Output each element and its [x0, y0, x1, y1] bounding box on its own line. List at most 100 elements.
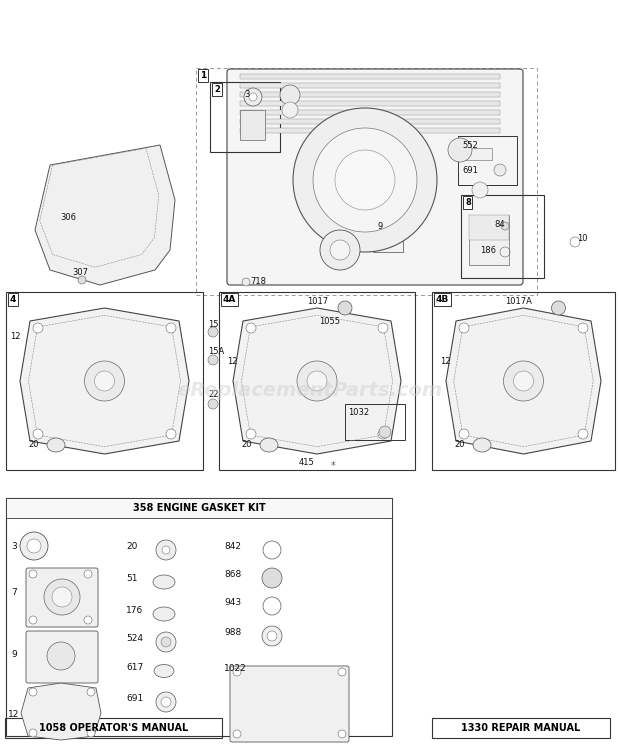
Bar: [240, 128, 500, 133]
Bar: [210, 82, 280, 152]
Circle shape: [513, 371, 533, 391]
Text: 1022: 1022: [224, 664, 247, 673]
Circle shape: [249, 93, 257, 101]
Text: eReplacementParts.com: eReplacementParts.com: [177, 380, 443, 400]
Circle shape: [280, 85, 300, 105]
Circle shape: [263, 597, 281, 615]
Text: 8: 8: [465, 198, 471, 207]
Circle shape: [330, 240, 350, 260]
Circle shape: [552, 301, 565, 315]
Bar: [458, 136, 517, 185]
Bar: [6, 498, 392, 518]
Text: *: *: [331, 461, 336, 471]
Circle shape: [156, 632, 176, 652]
Text: 12: 12: [440, 357, 451, 366]
Circle shape: [233, 730, 241, 738]
Text: 718: 718: [250, 277, 266, 286]
Circle shape: [87, 688, 95, 696]
Circle shape: [161, 697, 171, 707]
Text: 20: 20: [241, 440, 252, 449]
Text: 7: 7: [11, 588, 17, 597]
Circle shape: [263, 541, 281, 559]
Circle shape: [208, 327, 218, 337]
Ellipse shape: [154, 664, 174, 678]
Text: 524: 524: [126, 634, 143, 643]
Bar: [432, 718, 610, 738]
Circle shape: [320, 230, 360, 270]
Text: 415: 415: [299, 458, 315, 467]
Circle shape: [282, 102, 298, 118]
Ellipse shape: [153, 607, 175, 621]
Circle shape: [27, 539, 41, 553]
Circle shape: [233, 668, 241, 676]
Text: 691: 691: [126, 694, 143, 703]
Text: 943: 943: [224, 598, 241, 607]
Text: 1017A: 1017A: [505, 297, 533, 306]
Text: 9: 9: [378, 222, 383, 231]
Text: 51: 51: [126, 574, 138, 583]
Circle shape: [208, 399, 218, 409]
Bar: [240, 74, 500, 79]
Text: 4A: 4A: [223, 295, 236, 304]
Circle shape: [297, 361, 337, 401]
Circle shape: [161, 637, 171, 647]
Text: 1: 1: [200, 71, 206, 80]
Text: 84: 84: [494, 220, 505, 229]
Circle shape: [29, 570, 37, 578]
Text: 552: 552: [462, 141, 478, 150]
Circle shape: [208, 355, 218, 365]
Circle shape: [262, 568, 282, 588]
Polygon shape: [21, 683, 101, 740]
Circle shape: [338, 301, 352, 315]
Text: 306: 306: [60, 213, 76, 222]
Circle shape: [87, 729, 95, 737]
Bar: [240, 92, 500, 97]
Text: 176: 176: [126, 606, 143, 615]
Bar: [432, 292, 615, 470]
Circle shape: [267, 631, 277, 641]
Circle shape: [156, 692, 176, 712]
Text: 3: 3: [11, 542, 17, 551]
Bar: [345, 404, 405, 440]
Circle shape: [307, 371, 327, 391]
Text: 20: 20: [126, 542, 138, 551]
Circle shape: [166, 323, 176, 333]
FancyBboxPatch shape: [227, 69, 523, 285]
Circle shape: [84, 570, 92, 578]
Circle shape: [459, 323, 469, 333]
Ellipse shape: [260, 438, 278, 452]
Circle shape: [52, 587, 72, 607]
Text: 2: 2: [214, 85, 220, 94]
Text: 186: 186: [480, 246, 496, 255]
Text: 4B: 4B: [436, 295, 449, 304]
Text: 3: 3: [244, 90, 249, 99]
Text: 15: 15: [208, 320, 218, 329]
Circle shape: [44, 579, 80, 615]
Bar: [462, 148, 492, 160]
Circle shape: [33, 323, 43, 333]
Circle shape: [459, 429, 469, 439]
Circle shape: [244, 88, 262, 106]
Circle shape: [242, 278, 250, 286]
Bar: [469, 215, 509, 240]
Polygon shape: [233, 308, 401, 454]
Text: 9: 9: [11, 650, 17, 659]
Circle shape: [378, 323, 388, 333]
Bar: [240, 83, 500, 88]
Text: 842: 842: [224, 542, 241, 551]
Ellipse shape: [473, 438, 491, 452]
Bar: [240, 119, 500, 124]
Text: 988: 988: [224, 628, 241, 637]
Circle shape: [33, 429, 43, 439]
Bar: [196, 68, 537, 295]
Bar: [219, 292, 415, 470]
Bar: [240, 110, 500, 115]
Text: 20: 20: [28, 440, 38, 449]
Circle shape: [94, 371, 115, 391]
Circle shape: [262, 626, 282, 646]
Text: 12: 12: [10, 332, 20, 341]
Circle shape: [472, 182, 488, 198]
Text: 1330 REPAIR MANUAL: 1330 REPAIR MANUAL: [461, 723, 580, 733]
Text: 1017: 1017: [307, 297, 328, 306]
Circle shape: [338, 668, 346, 676]
